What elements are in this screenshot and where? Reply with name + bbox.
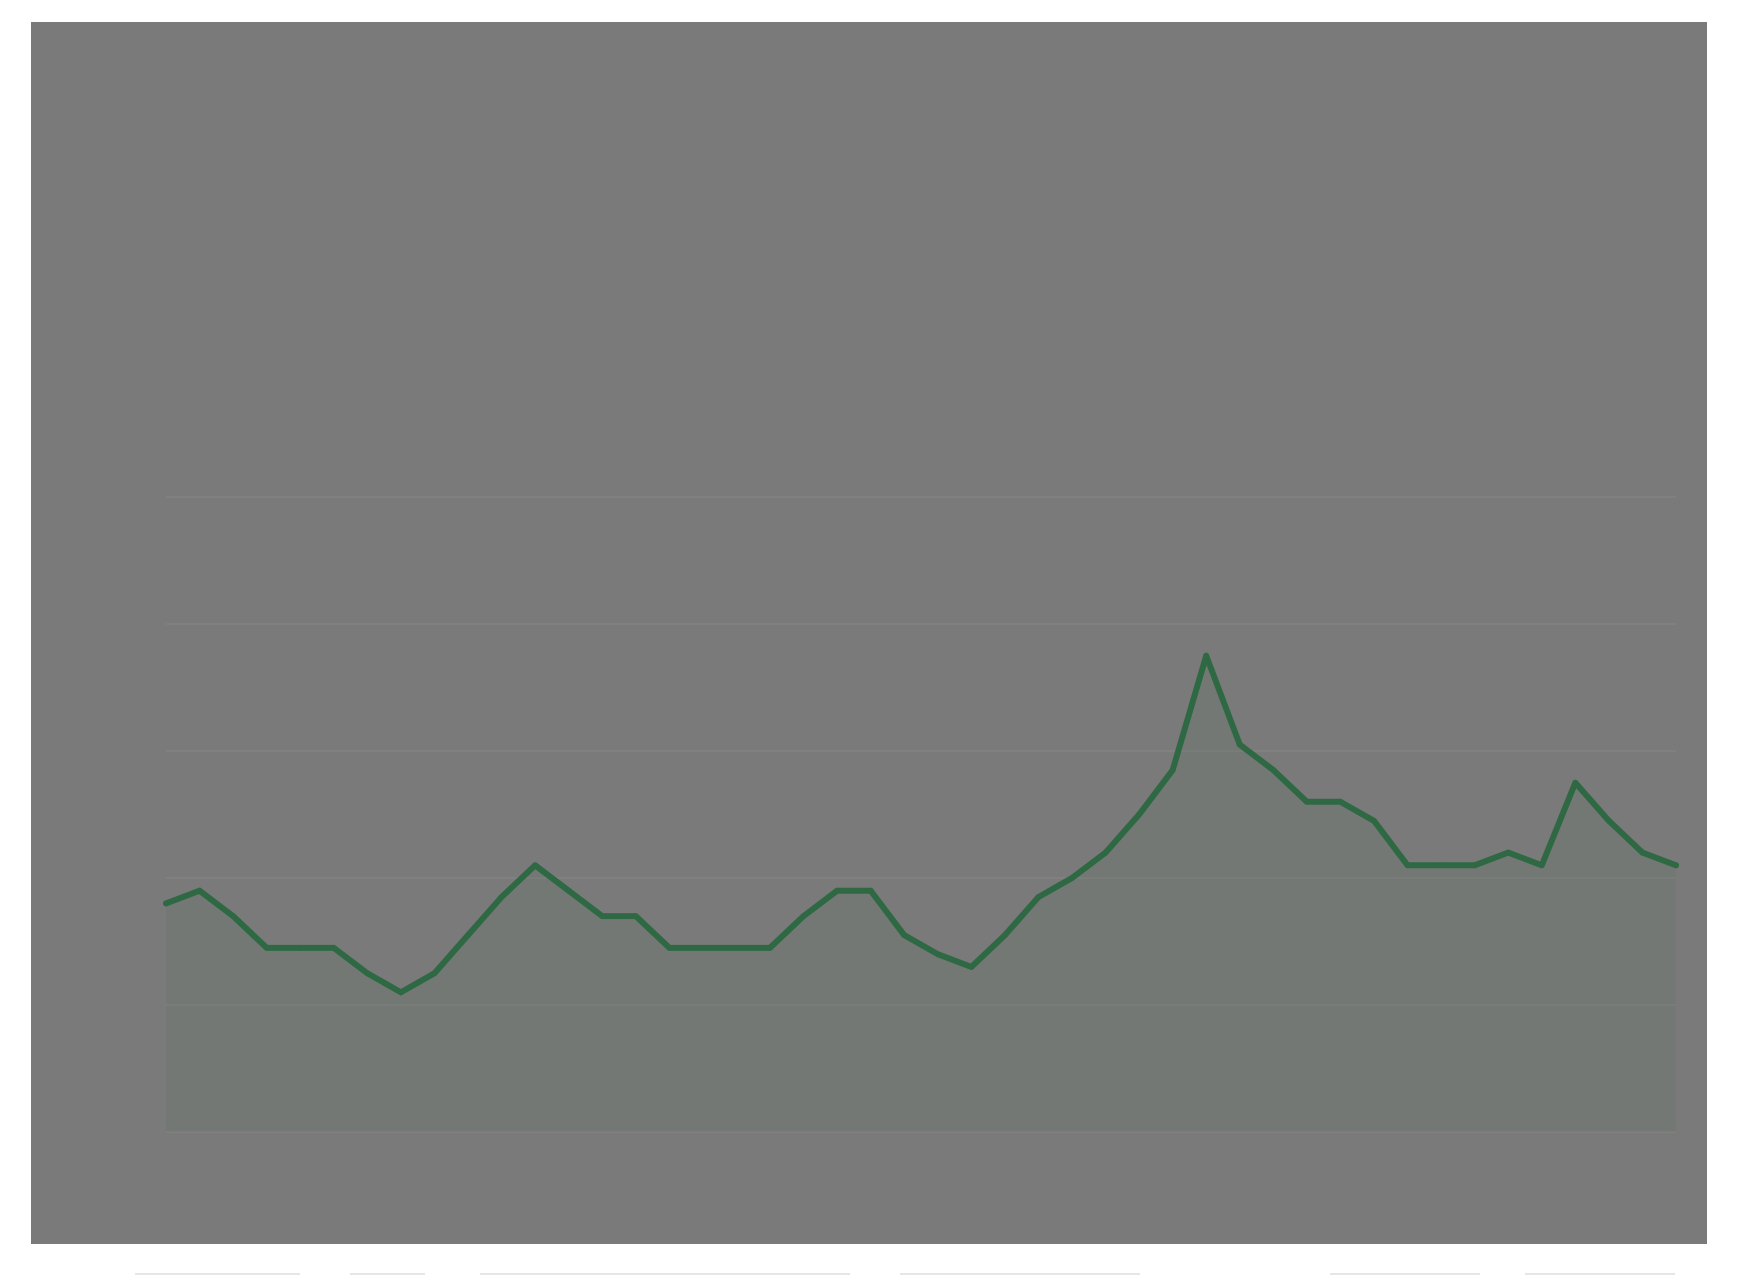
series-point-31 [1169,767,1176,774]
series-point-20 [800,913,807,920]
series-point-39 [1438,862,1445,869]
series-point-14 [599,913,606,920]
footer-line-1 [135,1273,300,1275]
plot-area [163,496,1679,1133]
series-point-30 [1136,811,1143,818]
series-point-21 [834,887,841,894]
series-point-43 [1572,779,1579,786]
series-point-32 [1203,652,1210,659]
series-point-46 [1673,862,1679,869]
series-point-41 [1505,849,1512,856]
series-area [166,655,1676,1132]
series-point-37 [1371,817,1377,824]
series-point-19 [767,944,773,951]
series-point-4 [263,944,270,951]
footer-strip [0,1250,1737,1280]
series-point-26 [1001,932,1008,939]
series-point-35 [1303,798,1310,805]
series-point-18 [733,944,740,951]
series-point-1 [163,900,169,907]
series-point-17 [699,944,706,951]
footer-line-6 [1525,1273,1675,1275]
series-point-2 [196,887,203,894]
footer-line-5 [1330,1273,1480,1275]
series-point-16 [666,944,673,951]
series-point-10 [465,932,471,939]
series-point-24 [934,951,941,958]
footer-line-3 [480,1273,850,1275]
series-point-15 [632,913,639,920]
series-points [163,652,1679,996]
series-point-45 [1639,849,1646,856]
series-point-9 [431,970,438,977]
series-point-23 [901,932,908,939]
series-point-6 [330,944,337,951]
series-point-25 [968,963,975,970]
footer-line-2 [350,1273,425,1275]
series-point-38 [1404,862,1411,869]
series-point-22 [867,887,874,894]
series-point-28 [1069,875,1075,881]
series-point-42 [1538,862,1545,869]
series-point-7 [364,970,371,977]
series-point-40 [1471,862,1478,869]
series-point-11 [498,894,505,901]
series-point-12 [532,862,539,869]
series-point-33 [1236,741,1243,748]
series-point-13 [565,887,572,894]
series-point-27 [1035,894,1042,901]
series-line [163,652,1679,996]
series-point-44 [1605,817,1612,824]
grid-lines [166,496,1676,1133]
series-point-36 [1337,798,1344,805]
line-series [163,652,1679,1132]
series-point-8 [397,989,404,996]
series-point-5 [297,944,304,951]
series-point-34 [1270,767,1277,774]
series-point-29 [1102,849,1109,856]
series-point-3 [230,913,237,920]
chart-canvas [163,496,1679,1133]
chart-background-panel [31,22,1707,1244]
footer-line-4 [900,1273,1140,1275]
